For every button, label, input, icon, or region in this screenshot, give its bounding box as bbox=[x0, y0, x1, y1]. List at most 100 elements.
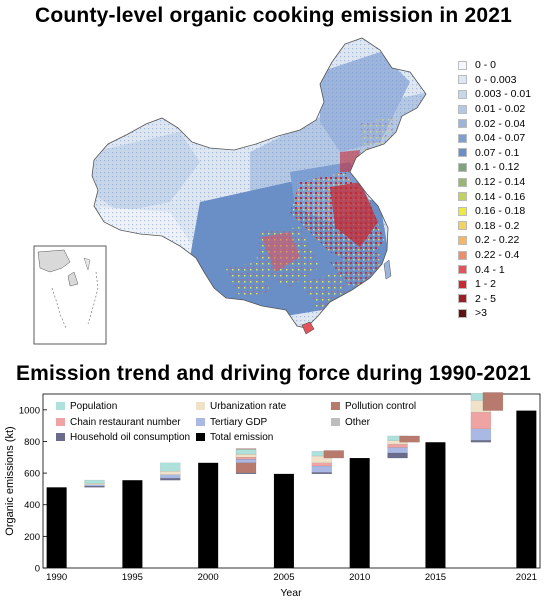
driving-force-segment bbox=[470, 428, 492, 441]
map-legend-item: 0.1 - 0.12 bbox=[458, 160, 531, 175]
total-emission-bar-1990 bbox=[46, 487, 67, 568]
driving-force-segment bbox=[311, 472, 333, 475]
y-tick-label: 1000 bbox=[19, 405, 40, 416]
driving-force-segment bbox=[160, 474, 181, 479]
driving-force-segment bbox=[311, 462, 333, 467]
map-legend-label: 0.2 - 0.22 bbox=[475, 234, 520, 247]
county-emission-map bbox=[33, 37, 427, 345]
driving-force-segment bbox=[387, 443, 408, 448]
map-legend-swatch bbox=[458, 279, 467, 289]
driving-force-segment bbox=[323, 450, 345, 459]
y-tick-label: 400 bbox=[24, 500, 40, 511]
map-legend-swatch bbox=[458, 294, 467, 304]
map-legend-item: >3 bbox=[458, 306, 531, 321]
chart-legend-swatch bbox=[56, 418, 65, 426]
map-legend-label: 2 - 5 bbox=[475, 292, 497, 305]
map-legend-label: 0.02 - 0.04 bbox=[475, 117, 526, 130]
chart-legend-swatch bbox=[331, 402, 340, 410]
chart-legend-label: Tertiary GDP bbox=[210, 417, 268, 428]
map-legend-swatch bbox=[458, 148, 467, 158]
x-tick-label: 2005 bbox=[273, 572, 294, 583]
driving-force-segment bbox=[482, 392, 504, 411]
total-emission-bar-2000 bbox=[198, 462, 219, 568]
x-tick-label: 2000 bbox=[198, 572, 219, 583]
total-emission-bar-2010 bbox=[349, 458, 370, 568]
south-china-sea-inset bbox=[33, 245, 107, 345]
map-legend-item: 0.04 - 0.07 bbox=[458, 131, 531, 146]
chart-legend-label: Pollution control bbox=[345, 401, 416, 412]
driving-force-segment bbox=[311, 465, 333, 473]
map-legend-label: 0.003 - 0.01 bbox=[475, 88, 532, 101]
total-emission-bar-2021 bbox=[516, 410, 537, 568]
map-legend-item: 0.01 - 0.02 bbox=[458, 102, 531, 117]
map-legend-item: 0.003 - 0.01 bbox=[458, 87, 531, 102]
map-legend-swatch bbox=[458, 250, 467, 260]
map-legend-label: 1 - 2 bbox=[475, 278, 497, 291]
chart-legend-label: Chain restaurant number bbox=[70, 417, 181, 428]
driving-force-segment bbox=[84, 479, 105, 484]
emission-trend-chart: 0 200 400 600 800 1000 1990 1995 2000 2005 2010 20… bbox=[4, 392, 541, 599]
driving-force-segment bbox=[387, 447, 408, 454]
driving-force-segment bbox=[387, 452, 408, 459]
map-title: County-level organic cooking emission in… bbox=[35, 4, 512, 27]
chart-legend-swatch bbox=[196, 418, 205, 426]
map-legend-swatch bbox=[458, 206, 467, 216]
driving-force-segment bbox=[160, 470, 181, 475]
map-legend-label: 0.18 - 0.2 bbox=[475, 219, 520, 232]
map-legend-item: 0.22 - 0.4 bbox=[458, 248, 531, 263]
chart-title: Emission trend and driving force during … bbox=[15, 362, 532, 385]
map-legend-item: 0.07 - 0.1 bbox=[458, 146, 531, 161]
chart-legend-label: Total emission bbox=[210, 432, 273, 443]
y-axis-label: Organic emissions (kt) bbox=[4, 426, 16, 535]
map-legend-item: 0 - 0.003 bbox=[458, 73, 531, 88]
map-legend-item: 0.02 - 0.04 bbox=[458, 116, 531, 131]
map-legend-swatch bbox=[458, 308, 467, 318]
map-legend-swatch bbox=[458, 75, 467, 85]
y-tick-label: 800 bbox=[24, 437, 40, 448]
map-legend-swatch bbox=[458, 177, 467, 187]
map-legend-swatch bbox=[458, 235, 467, 245]
map-legend-label: 0.12 - 0.14 bbox=[475, 176, 526, 189]
map-legend-swatch bbox=[458, 265, 467, 275]
map-legend-label: 0.01 - 0.02 bbox=[475, 103, 526, 116]
x-tick-label: 2021 bbox=[516, 572, 537, 583]
map-legend-swatch bbox=[458, 89, 467, 99]
map-legend-label: 0.16 - 0.18 bbox=[475, 205, 526, 218]
chart-legend-swatch bbox=[196, 402, 205, 410]
driving-force-segment bbox=[470, 411, 492, 429]
y-tick-label: 600 bbox=[24, 469, 40, 480]
map-legend-item: 0.16 - 0.18 bbox=[458, 204, 531, 219]
map-legend-item: 2 - 5 bbox=[458, 292, 531, 307]
total-emission-bar-2005 bbox=[273, 473, 294, 568]
chart-bars bbox=[46, 392, 537, 568]
map-legend-item: 1 - 2 bbox=[458, 277, 531, 292]
driving-force-segment bbox=[235, 449, 257, 455]
y-tick-label: 200 bbox=[24, 532, 40, 543]
x-tick-label: 2010 bbox=[349, 572, 370, 583]
map-legend-label: 0.07 - 0.1 bbox=[475, 146, 520, 159]
driving-force-segment bbox=[235, 457, 257, 460]
map-legend-item: 0.4 - 1 bbox=[458, 262, 531, 277]
map-legend-label: 0.04 - 0.07 bbox=[475, 132, 526, 145]
chart-legend: Population Urbanization rate Pollution con… bbox=[56, 401, 416, 443]
chart-legend-label: Household oil consumption bbox=[70, 432, 190, 443]
x-tick-label: 2015 bbox=[425, 572, 446, 583]
map-legend-label: 0.4 - 1 bbox=[475, 263, 505, 276]
map-legend-swatch bbox=[458, 192, 467, 202]
y-axis: 0 200 400 600 800 1000 bbox=[19, 405, 47, 575]
y-tick-label: 0 bbox=[35, 564, 40, 575]
chart-legend-swatch bbox=[56, 433, 65, 441]
driving-force-segment bbox=[160, 477, 181, 481]
driving-force-segment bbox=[470, 439, 492, 443]
x-axis-label: Year bbox=[280, 587, 302, 599]
map-legend-item: 0.12 - 0.14 bbox=[458, 175, 531, 190]
chart-legend-swatch bbox=[196, 433, 205, 441]
map-legend-item: 0.2 - 0.22 bbox=[458, 233, 531, 248]
chart-legend-label: Other bbox=[345, 417, 371, 428]
x-tick-label: 1990 bbox=[46, 572, 67, 583]
map-legend-swatch bbox=[458, 104, 467, 114]
map-legend-item: 0.14 - 0.16 bbox=[458, 189, 531, 204]
map-legend-swatch bbox=[458, 221, 467, 231]
driving-force-segment bbox=[399, 435, 420, 443]
